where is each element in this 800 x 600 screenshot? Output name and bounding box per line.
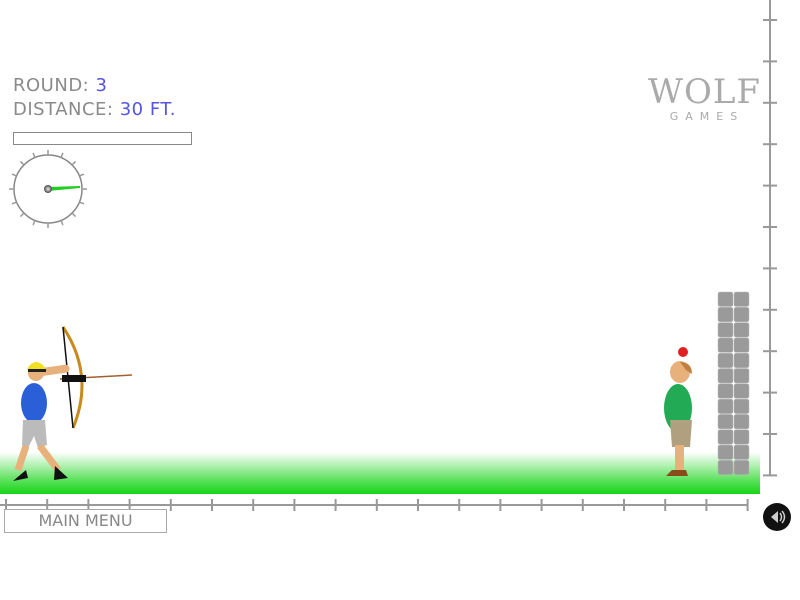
wall-stone (717, 337, 734, 353)
round-value: 3 (95, 75, 108, 96)
round-label: ROUND: (13, 75, 90, 96)
gauge-tick (19, 212, 25, 218)
distance-label: DISTANCE: (13, 99, 114, 120)
wall-stone (717, 444, 734, 460)
wall-stone (733, 307, 750, 323)
gauge-tick (79, 201, 85, 205)
wolf-games-logo[interactable]: WOLF GAMES (648, 72, 761, 123)
main-menu-button[interactable]: MAIN MENU (4, 509, 167, 533)
sound-toggle-button[interactable] (763, 503, 791, 531)
distance-display: DISTANCE: 30 FT. (13, 99, 176, 120)
gauge-tick (32, 220, 36, 226)
gauge-tick (71, 212, 77, 218)
archer (13, 326, 133, 481)
wall-stone (733, 337, 750, 353)
round-display: ROUND: 3 (13, 75, 107, 96)
wall-stone (733, 414, 750, 430)
wall-stone (717, 368, 734, 384)
wall-stone (733, 383, 750, 399)
logo-word: WOLF (648, 72, 761, 112)
wall-stone (733, 398, 750, 414)
power-bar (13, 132, 192, 145)
gauge-tick (11, 201, 17, 205)
wall-stone (717, 429, 734, 445)
gauge-tick (71, 160, 77, 166)
wall-stone (717, 352, 734, 368)
wall-stone (733, 368, 750, 384)
distance-value: 30 FT. (119, 99, 176, 120)
gauge-tick (11, 173, 17, 177)
bottom-ruler (0, 499, 749, 511)
grass (0, 452, 760, 494)
gauge-tick (60, 220, 64, 226)
wall-stone (717, 398, 734, 414)
target-man (664, 347, 692, 476)
wall-stone (733, 291, 750, 307)
wall-stone (717, 291, 734, 307)
wall-stone (733, 352, 750, 368)
wall-stone (717, 414, 734, 430)
wall-stone (733, 444, 750, 460)
wall-stone (717, 460, 734, 476)
right-ruler (763, 0, 777, 477)
gauge-tick (79, 173, 85, 177)
apple (678, 347, 688, 357)
wall-stone (733, 322, 750, 338)
speaker-icon (771, 510, 786, 524)
wall-stone (733, 460, 750, 476)
wall-stone (717, 322, 734, 338)
wall-stone (717, 383, 734, 399)
aim-needle (48, 186, 80, 191)
gauge-tick (19, 160, 25, 166)
stone-wall (717, 291, 750, 476)
logo-sub: GAMES (669, 110, 745, 123)
wall-stone (717, 307, 734, 323)
aim-gauge (9, 150, 87, 228)
gauge-tick (60, 152, 64, 158)
wall-stone (733, 429, 750, 445)
gauge-tick (32, 152, 36, 158)
